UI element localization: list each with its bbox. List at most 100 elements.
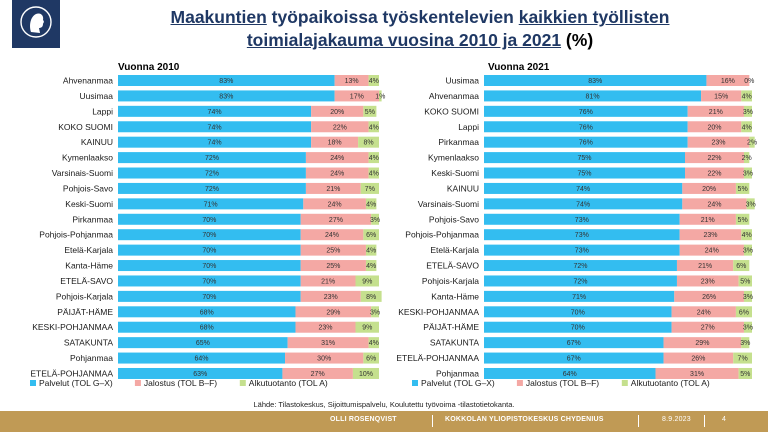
data-label: 24% <box>325 232 339 239</box>
bar-segment <box>738 275 752 287</box>
bar-segment <box>671 306 736 318</box>
category-label: Varsinais-Suomi <box>52 168 113 178</box>
data-label: 9% <box>362 278 372 285</box>
university-logo <box>12 0 60 48</box>
footer-author: OLLI ROSENQVIST <box>330 416 397 423</box>
category-label: ETELÄ-POHJANMAA <box>30 368 113 378</box>
category-label: KESKI-POHJANMAA <box>398 307 479 317</box>
bar-segment <box>746 198 755 210</box>
category-label: Etelä-Karjala <box>430 245 479 255</box>
data-label: 8% <box>363 140 373 147</box>
data-label: 72% <box>205 171 219 178</box>
bar-segment <box>118 136 312 148</box>
data-label: 26% <box>691 356 705 363</box>
bar-segment <box>303 198 366 210</box>
bar-segment <box>733 352 752 364</box>
data-label: 3% <box>743 109 753 116</box>
bar-segment <box>738 367 752 379</box>
bar-segment <box>368 75 379 86</box>
legend-label: Palvelut (TOL G–X) <box>421 378 495 388</box>
data-label: 8% <box>366 294 376 301</box>
bar-segment <box>743 321 752 333</box>
bar-segment <box>484 321 672 333</box>
data-label: 1% <box>375 93 385 100</box>
data-label: 24% <box>697 309 711 316</box>
data-label: 4% <box>366 263 376 270</box>
category-label: KOKO SUOMI <box>58 122 113 132</box>
data-label: 13% <box>345 78 359 85</box>
bar-segment <box>118 321 296 333</box>
bar-segment <box>368 152 379 164</box>
category-label: ETELÄ-SAVO <box>60 276 113 286</box>
bar-segment <box>484 290 675 302</box>
title-part-1: Maakuntien <box>170 7 267 27</box>
bar-segment <box>484 167 685 179</box>
data-label: 23% <box>318 325 332 332</box>
data-label: 21% <box>321 278 335 285</box>
data-label: 30% <box>317 356 331 363</box>
data-label: 75% <box>577 171 591 178</box>
title-part-4: toimialajakauma <box>246 30 384 50</box>
slide-title: Maakuntien työpaikoissa työskentelevien … <box>120 6 720 52</box>
bar-segment <box>741 90 752 102</box>
data-label: 72% <box>573 278 587 285</box>
bar-segment <box>484 152 685 164</box>
data-label: 63% <box>193 371 207 378</box>
data-label: 24% <box>328 201 342 208</box>
bar-segment <box>701 90 742 102</box>
data-label: 83% <box>219 93 233 100</box>
bar-segment <box>687 121 742 133</box>
data-label: 31% <box>690 371 704 378</box>
data-label: 74% <box>208 109 222 116</box>
data-label: 4% <box>369 78 379 85</box>
category-label: SATAKUNTA <box>430 338 479 348</box>
category-label: Pohjois-Karjala <box>56 291 113 301</box>
source-note: Lähde: Tilastokeskus, Sijoittumispalvelu… <box>253 400 515 409</box>
bar-segment <box>305 167 369 179</box>
bar-segment <box>484 213 680 225</box>
bar-segment <box>363 229 379 241</box>
data-label: 31% <box>321 340 335 347</box>
data-label: 70% <box>571 325 585 332</box>
bar-segment <box>484 275 677 287</box>
bar-segment <box>300 275 356 287</box>
data-label: 6% <box>736 263 746 270</box>
bar-segment <box>687 105 744 117</box>
data-label: 5% <box>365 109 375 116</box>
bar-segment <box>484 90 702 102</box>
bar-segment <box>118 213 301 225</box>
data-label: 72% <box>205 155 219 162</box>
bar-segment <box>735 306 752 318</box>
category-label: Pohjois-Savo <box>429 214 479 224</box>
data-label: 24% <box>330 155 344 162</box>
bar-segment <box>484 306 672 318</box>
data-label: 5% <box>738 217 748 224</box>
data-label: 17% <box>350 93 364 100</box>
bar-segment <box>676 275 739 287</box>
bar-segment <box>118 90 335 102</box>
footer-bar: OLLI ROSENQVIST KOKKOLAN YLIOPISTOKESKUS… <box>0 411 768 432</box>
bar-segment <box>118 75 335 86</box>
category-label: Uusimaa <box>445 76 479 86</box>
bar-segment <box>118 260 301 272</box>
portrait-logo-icon <box>20 6 52 38</box>
data-label: 73% <box>575 248 589 255</box>
data-label: 74% <box>208 140 222 147</box>
category-label: Kymenlaakso <box>428 153 479 163</box>
bar-segment <box>741 229 752 241</box>
bar-segment <box>365 198 377 210</box>
bar-segment <box>118 290 301 302</box>
data-label: 67% <box>567 356 581 363</box>
legend-label: Alkutuotanto (TOL A) <box>249 378 328 388</box>
bar-segment <box>743 290 752 302</box>
data-label: 3% <box>743 248 753 255</box>
category-label: Pohjanmaa <box>436 368 479 378</box>
bar-segment <box>484 121 688 133</box>
legend-swatch <box>30 380 36 386</box>
bar-segment <box>706 75 750 86</box>
category-label: Kymenlaakso <box>62 153 113 163</box>
bar-segment <box>305 182 361 194</box>
data-label: 23% <box>711 140 725 147</box>
bar-segment <box>674 290 744 302</box>
data-label: 70% <box>202 217 216 224</box>
